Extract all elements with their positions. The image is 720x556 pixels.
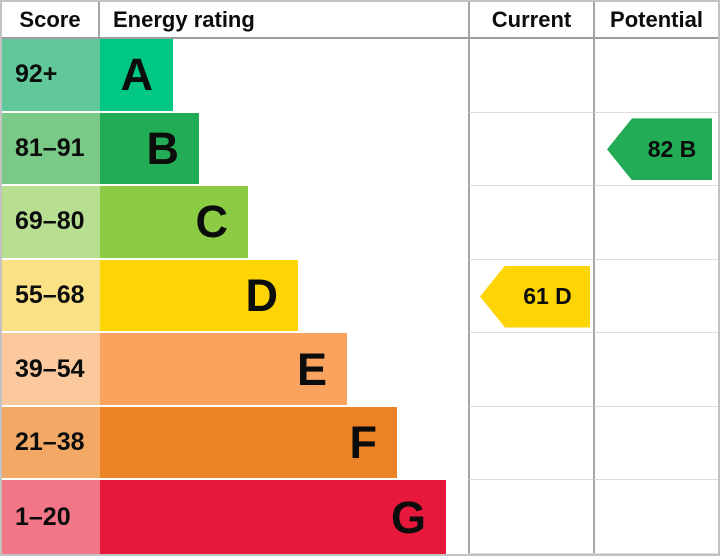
rating-bar-a: A	[100, 39, 173, 111]
potential-cell-f	[593, 406, 718, 481]
band-row-d: 55–68 D	[2, 259, 718, 334]
rating-bar-b: B	[100, 112, 199, 185]
band-row-c: 69–80 C	[2, 186, 718, 260]
score-range-c: 69–80	[2, 186, 100, 260]
header-score: Score	[2, 2, 100, 37]
potential-cell-b	[593, 112, 718, 187]
header-row: Score Energy rating Current Potential	[2, 2, 718, 39]
rating-bar-f: F	[100, 406, 397, 479]
band-row-b: 81–91 B	[2, 112, 718, 187]
band-rows: 92+ A 81–91 B 69–80 C 55–68 D	[2, 39, 718, 554]
score-range-f: 21–38	[2, 406, 100, 481]
rating-bar-e: E	[100, 333, 347, 405]
rating-cell-g: G	[100, 480, 468, 554]
current-cell-c	[468, 186, 593, 260]
current-cell-a	[468, 39, 593, 113]
current-cell-g	[468, 480, 593, 554]
current-rating-arrow: 61 D	[480, 265, 590, 328]
rating-cell-a: A	[100, 39, 468, 113]
rating-cell-b: B	[100, 112, 468, 187]
potential-cell-a	[593, 39, 718, 113]
potential-rating-arrow: 82 B	[607, 118, 712, 181]
rating-cell-f: F	[100, 406, 468, 481]
current-cell-f	[468, 406, 593, 481]
band-row-e: 39–54 E	[2, 333, 718, 407]
header-potential: Potential	[593, 2, 718, 37]
potential-cell-g	[593, 480, 718, 554]
header-energy-rating: Energy rating	[113, 6, 255, 32]
header-current: Current	[468, 2, 593, 37]
rating-cell-e: E	[100, 333, 468, 407]
potential-cell-d	[593, 259, 718, 334]
current-cell-e	[468, 333, 593, 407]
rating-cell-c: C	[100, 186, 468, 260]
score-range-g: 1–20	[2, 480, 100, 554]
band-row-f: 21–38 F	[2, 406, 718, 481]
band-row-a: 92+ A	[2, 39, 718, 113]
potential-cell-e	[593, 333, 718, 407]
band-row-g: 1–20 G	[2, 480, 718, 554]
rating-cell-d: D	[100, 259, 468, 334]
score-range-e: 39–54	[2, 333, 100, 407]
current-cell-d	[468, 259, 593, 334]
rating-bar-g: G	[100, 480, 446, 554]
score-range-b: 81–91	[2, 112, 100, 187]
score-range-a: 92+	[2, 39, 100, 113]
rating-bar-c: C	[100, 186, 248, 258]
score-range-d: 55–68	[2, 259, 100, 334]
potential-cell-c	[593, 186, 718, 260]
current-cell-b	[468, 112, 593, 187]
rating-bar-d: D	[100, 259, 298, 332]
